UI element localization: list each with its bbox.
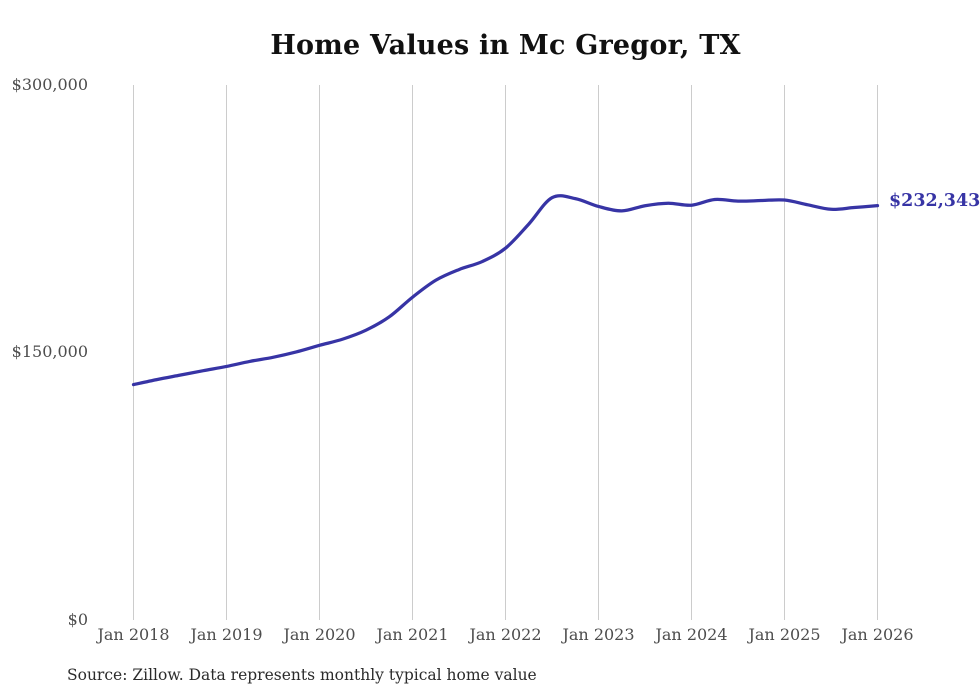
source-note: Source: Zillow. Data represents monthly … — [67, 666, 537, 684]
x-axis-tick-jan-2022: Jan 2022 — [469, 625, 542, 644]
x-axis-tick-jan-2021: Jan 2021 — [376, 625, 449, 644]
x-axis-tick-jan-2024: Jan 2024 — [655, 625, 728, 644]
x-axis-tick-jan-2018: Jan 2018 — [97, 625, 170, 644]
x-axis-tick-jan-2019: Jan 2019 — [190, 625, 263, 644]
y-axis-tick-300000: $300,000 — [11, 75, 88, 94]
x-axis-tick-jan-2025: Jan 2025 — [748, 625, 821, 644]
chart-title: Home Values in Mc Gregor, TX — [270, 30, 741, 61]
latest-value-label: $232,343 — [889, 191, 980, 211]
y-axis-tick-0: $0 — [67, 610, 88, 629]
x-axis-tick-jan-2020: Jan 2020 — [283, 625, 356, 644]
y-axis-tick-150000: $150,000 — [11, 342, 88, 361]
x-axis-tick-jan-2026: Jan 2026 — [841, 625, 914, 644]
x-axis-tick-jan-2023: Jan 2023 — [562, 625, 635, 644]
vertical-gridlines — [133, 85, 878, 620]
home-value-trend-line — [131, 194, 880, 387]
